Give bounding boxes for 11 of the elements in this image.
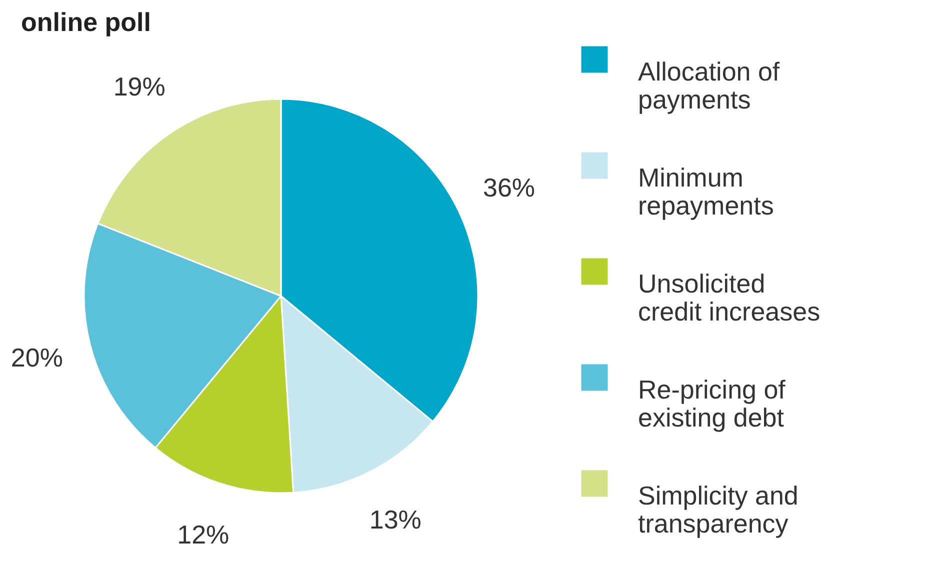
legend-label: Minimum repayments <box>638 162 774 220</box>
chart-title: online poll <box>21 7 151 37</box>
legend-label: Simplicity and transparency <box>638 480 798 538</box>
data-label: 19% <box>113 72 166 102</box>
legend-label: Allocation of payments <box>638 56 780 114</box>
legend-label: Re-pricing of existing debt <box>638 374 786 432</box>
data-label: 13% <box>369 504 422 535</box>
data-label: 36% <box>482 172 536 203</box>
data-label: 20% <box>10 342 63 373</box>
data-label: 12% <box>177 520 230 550</box>
legend-label: Unsolicited credit increases <box>638 268 820 326</box>
